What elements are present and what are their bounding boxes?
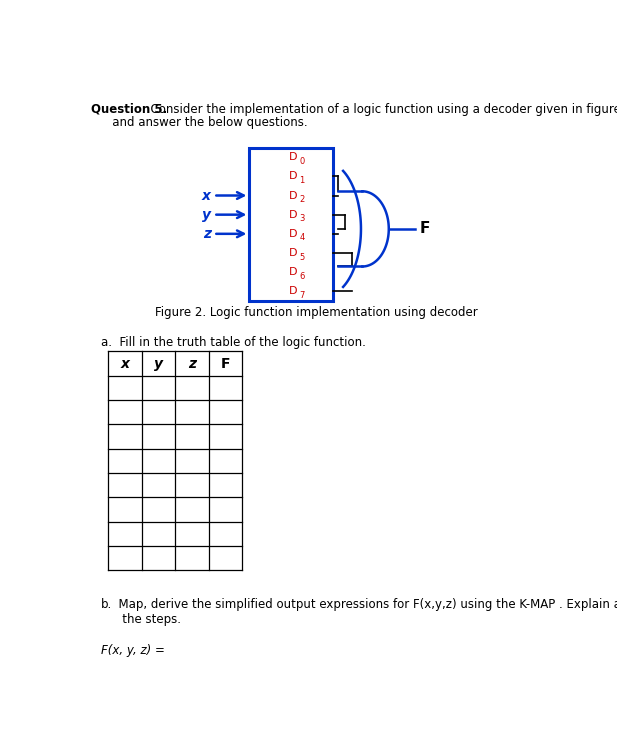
- Text: 6: 6: [299, 272, 305, 281]
- Text: Figure 2. Logic function implementation using decoder: Figure 2. Logic function implementation …: [155, 306, 478, 319]
- Text: b.: b.: [101, 598, 112, 611]
- Text: z: z: [203, 227, 211, 241]
- Text: Question 5.: Question 5.: [91, 103, 168, 116]
- Text: D: D: [289, 210, 298, 219]
- FancyBboxPatch shape: [249, 148, 333, 301]
- Text: 3: 3: [299, 214, 305, 223]
- Text: D: D: [289, 171, 298, 181]
- Text: D: D: [289, 191, 298, 201]
- Text: Map, derive the simplified output expressions for F(x,y,z) using the K-MAP . Exp: Map, derive the simplified output expres…: [110, 598, 617, 626]
- Text: 7: 7: [299, 291, 305, 300]
- Text: y: y: [202, 208, 211, 222]
- Text: D: D: [289, 229, 298, 239]
- Text: F: F: [420, 222, 430, 237]
- Text: z: z: [188, 357, 196, 371]
- Text: x: x: [202, 189, 211, 203]
- Text: D: D: [289, 286, 298, 297]
- Text: y: y: [154, 357, 163, 371]
- Text: 4: 4: [299, 234, 305, 243]
- Text: Consider the implementation of a logic function using a decoder given in figure : Consider the implementation of a logic f…: [143, 103, 617, 116]
- Text: D: D: [289, 267, 298, 277]
- Text: F: F: [221, 357, 230, 371]
- Text: F(x, y, z) =: F(x, y, z) =: [101, 644, 165, 657]
- Text: D: D: [289, 248, 298, 258]
- Text: 0: 0: [299, 157, 305, 166]
- Text: D: D: [289, 152, 298, 162]
- Text: 1: 1: [299, 176, 305, 185]
- Text: 2: 2: [299, 195, 305, 204]
- Text: a.  Fill in the truth table of the logic function.: a. Fill in the truth table of the logic …: [101, 336, 366, 349]
- Text: x: x: [120, 357, 130, 371]
- Text: and answer the below questions.: and answer the below questions.: [101, 116, 308, 129]
- Text: 5: 5: [299, 252, 305, 261]
